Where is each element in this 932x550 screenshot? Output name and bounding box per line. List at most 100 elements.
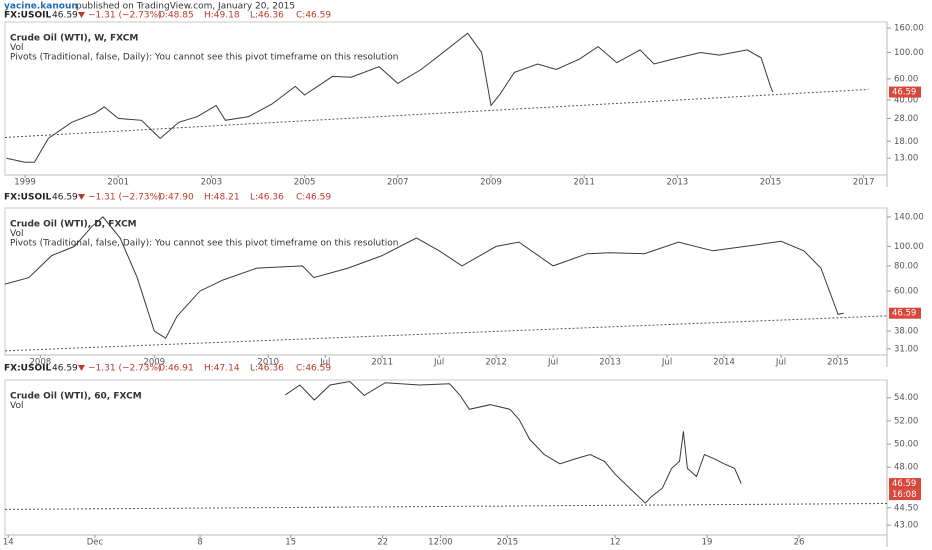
x-tick-label: 2001 <box>107 178 129 188</box>
x-tick-label: 2015 <box>497 538 519 548</box>
x-tick-label: 2009 <box>143 358 165 368</box>
x-tick-label: 2003 <box>201 178 223 188</box>
quote-high: H:48.21 <box>204 193 240 203</box>
x-tick-label: 12 <box>610 538 621 548</box>
y-tick-label: 40.00 <box>894 95 918 105</box>
y-tick-label: 13.00 <box>894 154 918 164</box>
legend-line: Vol <box>10 229 23 239</box>
y-tick-label: 52.00 <box>894 416 918 426</box>
y-tick-label: 60.00 <box>894 287 918 297</box>
y-tick-label: 54.00 <box>894 393 918 403</box>
x-tick-label: 22 <box>377 538 388 548</box>
quote-change: −1.31 (−2.73%) <box>88 193 162 203</box>
x-tick-label: 8 <box>197 538 202 548</box>
x-tick-label: Jul <box>775 358 786 368</box>
countdown-label: 16:08 <box>892 490 917 500</box>
down-arrow <box>78 12 85 18</box>
x-tick-label: 2005 <box>294 178 316 188</box>
legend-line: Vol <box>10 43 23 53</box>
x-tick-label: 12:00 <box>428 538 453 548</box>
quote-close: C:46.59 <box>296 193 331 203</box>
x-tick-label: 2015 <box>827 358 849 368</box>
quote-open: O:46.91 <box>158 364 194 374</box>
x-tick-label: 26 <box>794 538 805 548</box>
quote-open: O:47.90 <box>158 193 194 203</box>
x-tick-label: Jul <box>661 358 672 368</box>
x-tick-label: 2015 <box>760 178 782 188</box>
x-tick-label: 2009 <box>480 178 502 188</box>
price-line <box>5 216 844 339</box>
y-tick-label: 18.00 <box>894 137 918 147</box>
legend-line: Pivots (Traditional, false, Daily): You … <box>10 53 398 63</box>
legend-line: Crude Oil (WTI), 60, FXCM <box>10 392 142 402</box>
x-tick-label: 2011 <box>371 358 393 368</box>
quote-last: 46.59 <box>52 11 78 21</box>
last-price-label: 46.59 <box>892 479 916 489</box>
x-tick-label: Jul <box>433 358 444 368</box>
published: published on TradingView.com, January 20… <box>76 2 295 12</box>
last-price-label: 46.59 <box>892 88 916 98</box>
quote-close: C:46.59 <box>296 11 331 21</box>
down-arrow <box>78 365 85 371</box>
y-tick-label: 44.50 <box>894 503 918 513</box>
legend-line: Vol <box>10 401 23 411</box>
x-tick-label: 19 <box>702 538 713 548</box>
legend-line: Crude Oil (WTI), W, FXCM <box>10 34 138 44</box>
x-tick-label: 14 <box>3 538 14 548</box>
trendline <box>5 88 869 138</box>
y-tick-label: 80.00 <box>894 261 918 271</box>
y-tick-label: 28.00 <box>894 114 918 124</box>
quote-last: 46.59 <box>52 193 78 203</box>
y-tick-label: 43.00 <box>894 521 918 531</box>
x-tick-label: 2017 <box>853 178 875 188</box>
y-tick-label: 160.00 <box>894 24 924 34</box>
x-tick-label: 2008 <box>30 358 52 368</box>
last-price-label: 46.59 <box>892 309 916 319</box>
trendline <box>5 315 887 352</box>
quote-low: L:46.36 <box>250 364 284 374</box>
last-price-box <box>889 307 921 319</box>
x-tick-label: Jul <box>319 358 330 368</box>
x-tick-label: 2013 <box>667 178 689 188</box>
quote-symbol: FX:USOIL <box>4 193 51 203</box>
x-tick-label: 2010 <box>257 358 279 368</box>
quote-last: 46.59 <box>52 364 78 374</box>
author[interactable]: yacine.kanoun <box>4 2 78 12</box>
y-tick-label: 50.00 <box>894 440 918 450</box>
last-price-box <box>889 86 921 98</box>
x-tick-label: Jul <box>547 358 558 368</box>
x-tick-label: Dec <box>87 538 104 548</box>
quote-low: L:46.36 <box>250 11 284 21</box>
x-tick-label: 2007 <box>387 178 409 188</box>
y-tick-label: 60.00 <box>894 74 918 84</box>
quote-open: O:48.85 <box>158 11 194 21</box>
quote-change: −1.31 (−2.73%) <box>88 11 162 21</box>
quote-high: H:49.18 <box>204 11 240 21</box>
y-tick-label: 31.00 <box>894 344 918 354</box>
plot-frame <box>4 379 888 536</box>
x-tick-label: 2011 <box>573 178 595 188</box>
y-tick-label: 100.00 <box>894 242 924 252</box>
price-line <box>285 380 742 504</box>
y-tick-label: 38.00 <box>894 327 918 337</box>
down-arrow <box>78 194 85 200</box>
y-tick-label: 100.00 <box>894 48 924 58</box>
last-price-box <box>889 478 921 490</box>
quote-low: L:46.36 <box>250 193 284 203</box>
price-line <box>6 32 774 163</box>
x-tick-label: 2013 <box>599 358 621 368</box>
quote-symbol: FX:USOIL <box>4 364 51 374</box>
countdown-box <box>889 489 921 501</box>
legend-line: Crude Oil (WTI), D, FXCM <box>10 220 137 230</box>
trendline <box>5 502 887 510</box>
legend-line: Pivots (Traditional, false, Daily): You … <box>10 239 398 249</box>
x-tick-label: 1999 <box>14 178 36 188</box>
y-tick-label: 48.00 <box>894 463 918 473</box>
x-tick-label: 15 <box>285 538 296 548</box>
quote-symbol: FX:USOIL <box>4 11 51 21</box>
plot-frame <box>4 21 888 176</box>
x-tick-label: 2012 <box>485 358 507 368</box>
quote-close: C:46.59 <box>296 364 331 374</box>
y-tick-label: 140.00 <box>894 212 924 222</box>
